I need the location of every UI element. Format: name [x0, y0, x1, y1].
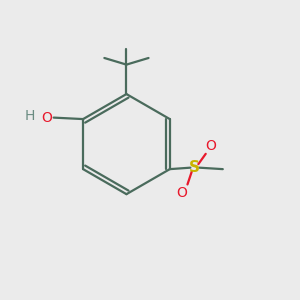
Text: O: O: [41, 111, 52, 124]
Text: H: H: [24, 109, 34, 123]
Text: O: O: [176, 186, 187, 200]
Text: S: S: [189, 160, 200, 175]
Text: O: O: [206, 139, 217, 153]
